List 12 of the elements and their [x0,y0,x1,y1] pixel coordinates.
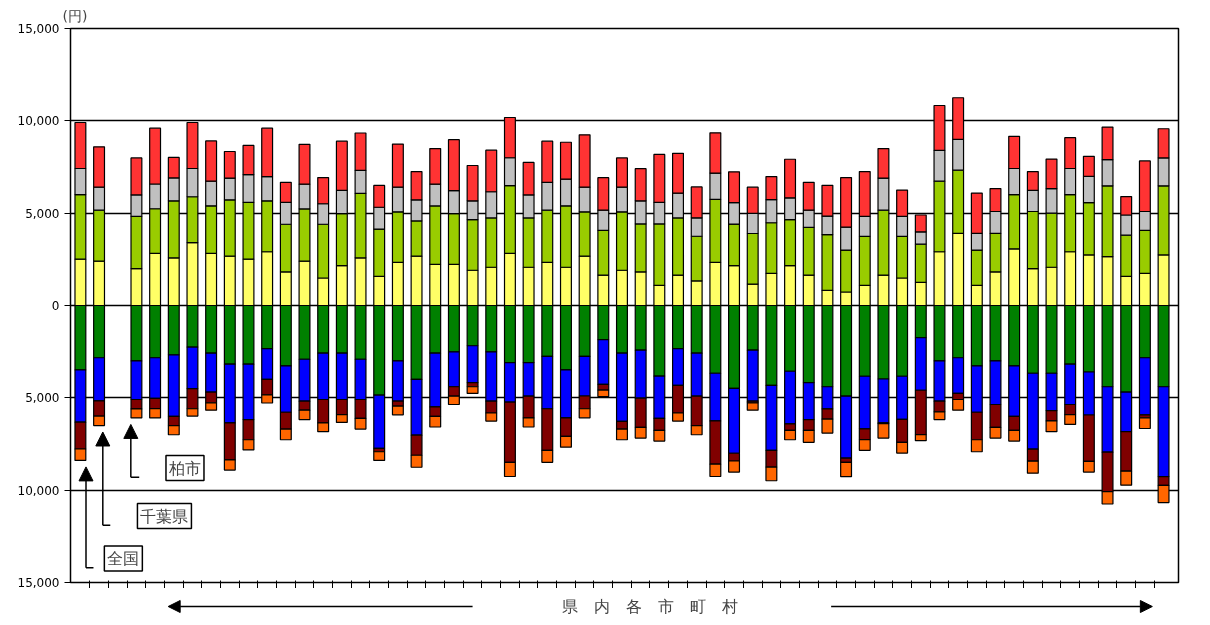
y-tick-label: 15,000 [17,22,60,36]
y-tick-label: 10,000 [17,114,60,129]
text: 県 内 各 市 町 村 [561,597,738,616]
y-tick-label: 15,000 [17,576,60,590]
annotation: 千葉県 [140,506,189,526]
y-tick-label: 10,000 [17,483,60,498]
annotation: 全国 [107,548,140,568]
y-tick-label: 5,000 [25,391,60,406]
y-tick-label: 5,000 [25,206,60,221]
y-tick-label: 0 [51,299,60,313]
y-axis-title: (円) [62,7,88,24]
annotation: 柏市 [167,458,201,478]
